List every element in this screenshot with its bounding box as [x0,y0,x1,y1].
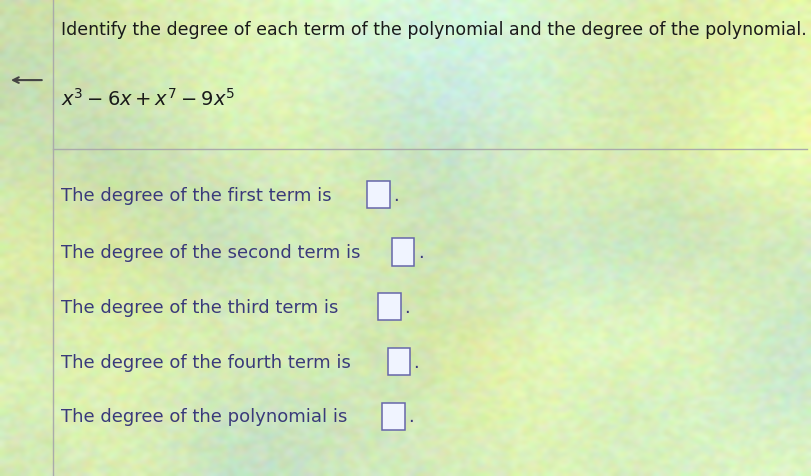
Text: The degree of the second term is: The degree of the second term is [61,243,360,261]
Text: .: . [393,186,399,204]
Text: .: . [404,298,410,316]
Text: .: . [408,407,414,426]
Text: $x^3-6x+x^7-9x^5$: $x^3-6x+x^7-9x^5$ [61,88,234,110]
Text: The degree of the third term is: The degree of the third term is [61,298,338,316]
Text: .: . [414,353,419,371]
Text: The degree of the first term is: The degree of the first term is [61,186,332,204]
Bar [392,238,414,266]
Bar [388,348,410,376]
Bar [382,403,405,430]
Text: The degree of the fourth term is: The degree of the fourth term is [61,353,350,371]
Text: Identify the degree of each term of the polynomial and the degree of the polynom: Identify the degree of each term of the … [61,21,807,40]
Bar [378,293,401,321]
Text: .: . [418,243,423,261]
Bar [367,181,390,209]
Text: The degree of the polynomial is: The degree of the polynomial is [61,407,347,426]
